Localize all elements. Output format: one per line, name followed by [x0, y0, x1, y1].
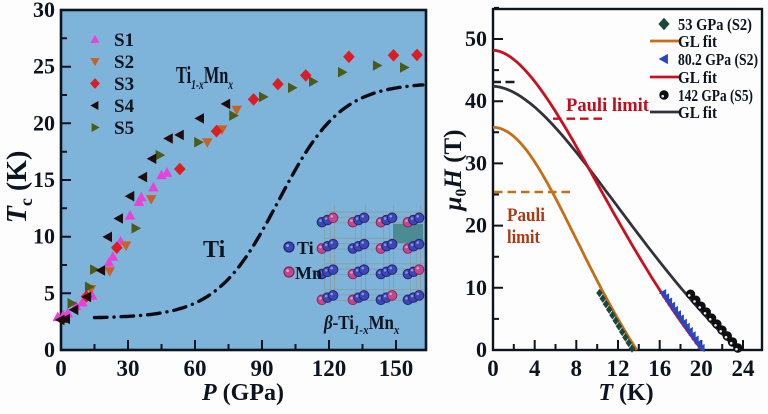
svg-text:30: 30	[117, 356, 140, 381]
svg-text:142 GPa (S5): 142 GPa (S5)	[678, 86, 753, 105]
svg-text:20: 20	[690, 356, 713, 381]
svg-text:150: 150	[379, 356, 414, 381]
svg-text:20: 20	[465, 213, 487, 238]
svg-text:GL fit: GL fit	[678, 32, 717, 51]
svg-text:S5: S5	[114, 118, 134, 139]
svg-text:4: 4	[529, 356, 541, 381]
svg-text:0: 0	[55, 356, 67, 381]
svg-text:30: 30	[465, 150, 487, 175]
svg-text:25: 25	[33, 54, 55, 79]
svg-text:Mn: Mn	[295, 263, 322, 283]
svg-text:Pauli: Pauli	[507, 205, 545, 226]
svg-text:10: 10	[465, 275, 487, 300]
svg-text:10: 10	[33, 224, 55, 249]
svg-text:limit: limit	[507, 227, 541, 248]
svg-text:30: 30	[33, 0, 55, 22]
svg-text:Ti: Ti	[203, 237, 226, 263]
svg-text:0: 0	[476, 337, 487, 362]
svg-text:16: 16	[648, 356, 671, 381]
svg-text:20: 20	[33, 110, 55, 135]
svg-text:Ti: Ti	[297, 238, 314, 258]
svg-text:80.2 GPa (S2): 80.2 GPa (S2)	[678, 50, 758, 69]
svg-text:8: 8	[571, 356, 583, 381]
svg-text:P (GPa): P (GPa)	[201, 380, 284, 406]
svg-text:S1: S1	[114, 30, 134, 51]
svg-text:15: 15	[33, 167, 55, 192]
svg-text:90: 90	[251, 356, 274, 381]
svg-text:40: 40	[465, 88, 487, 113]
svg-text:12: 12	[607, 356, 630, 381]
svg-text:S3: S3	[114, 74, 134, 95]
svg-text:0: 0	[487, 356, 499, 381]
svg-text:μ0H (T): μ0H (T)	[440, 130, 470, 213]
svg-text:60: 60	[184, 356, 207, 381]
svg-text:5: 5	[44, 280, 55, 305]
svg-text:50: 50	[465, 26, 487, 51]
svg-text:53 GPa (S2): 53 GPa (S2)	[678, 15, 752, 34]
svg-text:GL fit: GL fit	[678, 68, 717, 87]
svg-text:Ti1-xMnx: Ti1-xMnx	[176, 63, 233, 92]
svg-text:S2: S2	[114, 52, 134, 73]
svg-text:S4: S4	[114, 96, 135, 117]
svg-text:120: 120	[312, 356, 347, 381]
svg-text:T (K): T (K)	[598, 380, 653, 406]
svg-text:Tc (K): Tc (K)	[2, 151, 36, 224]
svg-text:Pauli limit: Pauli limit	[566, 95, 650, 116]
svg-text:24: 24	[732, 356, 756, 381]
svg-text:GL fit: GL fit	[678, 103, 717, 122]
svg-text:0: 0	[44, 337, 55, 362]
